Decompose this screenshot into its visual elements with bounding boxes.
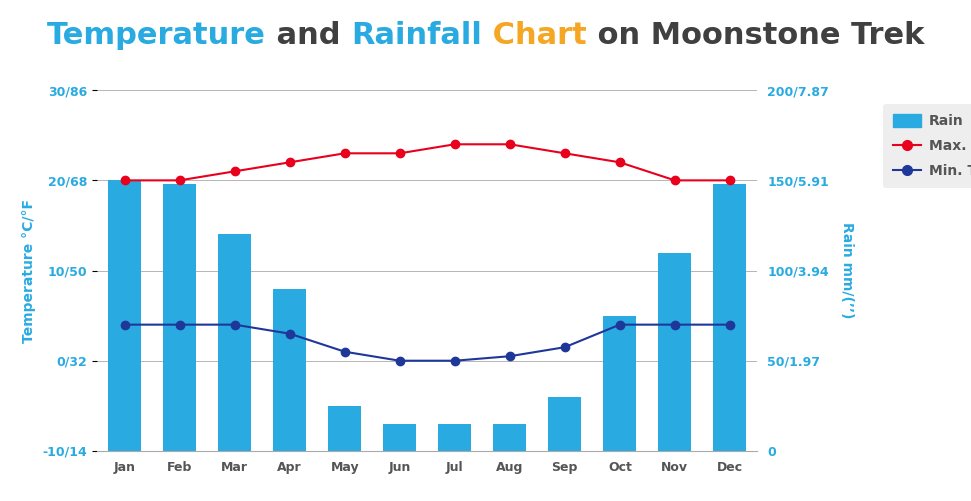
Bar bbox=[218, 234, 251, 451]
Legend: Rain, Max. T°, Min. T°: Rain, Max. T°, Min. T° bbox=[884, 104, 971, 188]
Bar bbox=[108, 180, 141, 451]
Y-axis label: Temperature °C/°F: Temperature °C/°F bbox=[21, 198, 36, 343]
Bar bbox=[163, 184, 196, 451]
Bar bbox=[328, 406, 361, 451]
Bar bbox=[658, 253, 691, 451]
Bar bbox=[384, 424, 417, 451]
Text: Rainfall: Rainfall bbox=[351, 21, 482, 50]
Y-axis label: Rain mm/(’’): Rain mm/(’’) bbox=[840, 222, 854, 319]
Bar bbox=[714, 184, 747, 451]
Text: Chart: Chart bbox=[482, 21, 586, 50]
Text: and: and bbox=[266, 21, 351, 50]
Bar bbox=[273, 289, 306, 451]
Bar bbox=[493, 424, 526, 451]
Bar bbox=[438, 424, 471, 451]
Bar bbox=[549, 397, 582, 451]
Text: Temperature: Temperature bbox=[47, 21, 266, 50]
Text: on Moonstone Trek: on Moonstone Trek bbox=[586, 21, 924, 50]
Bar bbox=[603, 316, 636, 451]
